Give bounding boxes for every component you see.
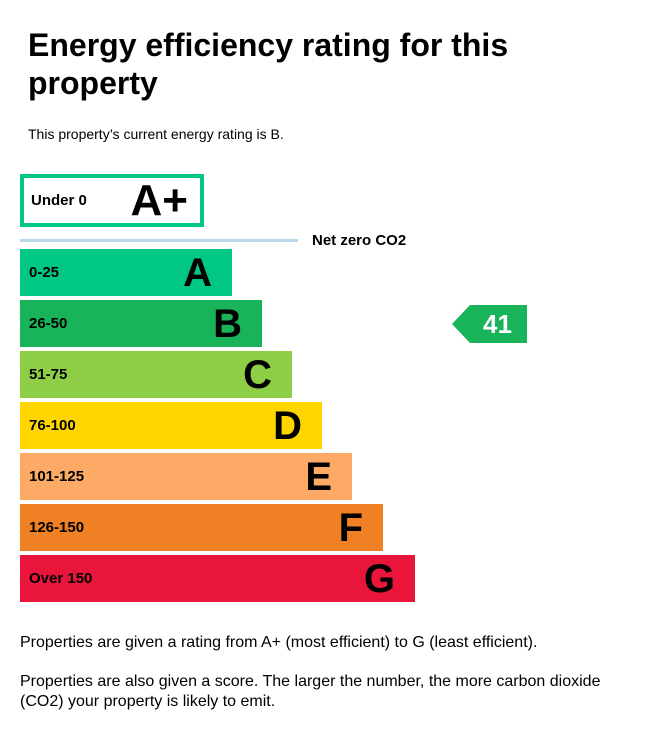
band-range-label: 26-50: [29, 315, 68, 332]
current-rating-text: This property’s current energy rating is…: [28, 126, 284, 142]
page: Energy efficiency rating for this proper…: [0, 26, 667, 712]
band-f: 126-150 F: [20, 504, 383, 551]
band-a-plus: Under 0 A+: [20, 174, 204, 227]
current-score-value: 41: [483, 309, 512, 339]
band-letter: D: [273, 403, 302, 448]
band-d: 76-100 D: [20, 402, 322, 449]
energy-rating-chart: Under 0 A+ Net zero CO2 0-25 A 26-50 B 5…: [0, 174, 667, 602]
band-letter: F: [338, 505, 363, 550]
band-letter: A: [183, 250, 212, 295]
band-letter: G: [363, 556, 395, 601]
band-b: 26-50 B: [20, 300, 262, 347]
current-score-marker: 41: [452, 305, 527, 343]
net-zero-row: Net zero CO2: [20, 232, 667, 249]
band-letter: E: [305, 454, 332, 499]
band-c: 51-75 C: [20, 351, 292, 398]
band-letter: A+: [130, 175, 188, 225]
net-zero-label: Net zero CO2: [312, 232, 407, 249]
band-letter: B: [213, 301, 242, 346]
band-range-label: 101-125: [29, 468, 85, 485]
band-range-label: 51-75: [29, 366, 68, 383]
rating-explanation: Properties are given a rating from A+ (m…: [20, 634, 538, 651]
band-range-label: 0-25: [29, 264, 60, 281]
band-a: 0-25 A: [20, 249, 232, 296]
band-e: 101-125 E: [20, 453, 352, 500]
band-range-label: Under 0: [31, 192, 87, 209]
score-explanation: Properties are also given a score. The l…: [20, 673, 601, 710]
net-zero-line: [20, 239, 298, 242]
band-g: Over 150 G: [20, 555, 415, 602]
band-range-label: 126-150: [29, 519, 85, 536]
band-range-label: Over 150: [29, 570, 93, 587]
band-range-label: 76-100: [29, 417, 76, 434]
page-title: Energy efficiency rating for this proper…: [28, 27, 509, 101]
band-letter: C: [243, 352, 272, 397]
